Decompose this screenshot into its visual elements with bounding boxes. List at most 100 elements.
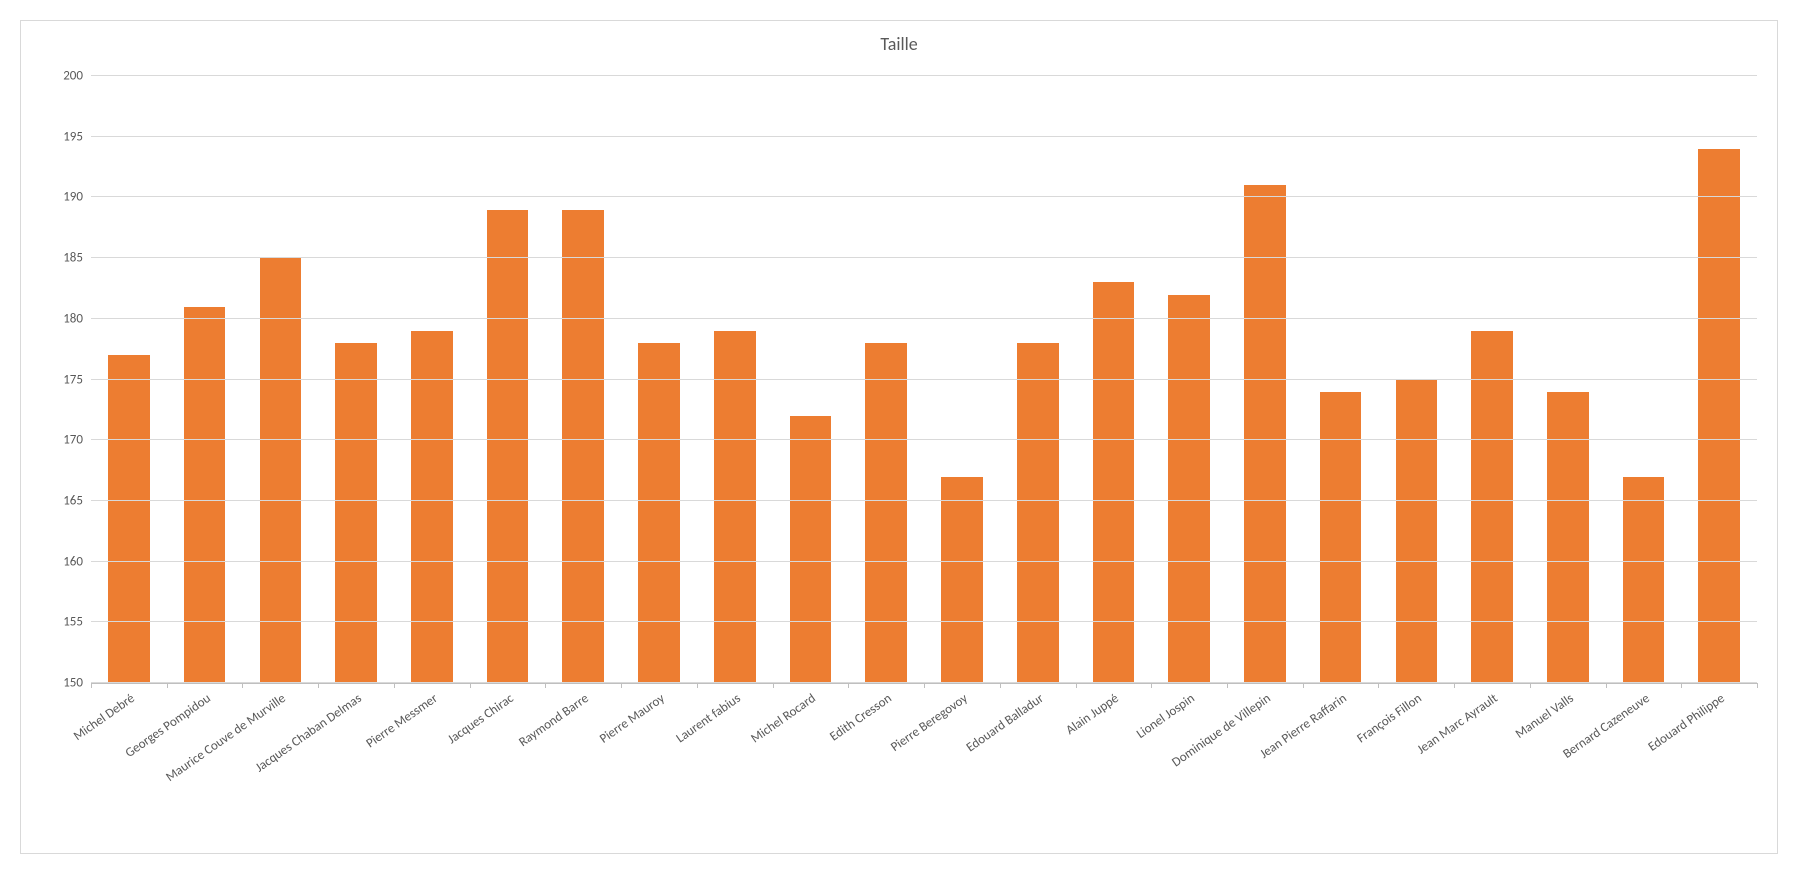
grid-line xyxy=(91,75,1757,76)
bar-slot xyxy=(1378,76,1454,683)
bar xyxy=(865,343,907,683)
y-tick-label: 160 xyxy=(63,554,83,569)
chart-title: Taille xyxy=(21,21,1777,55)
x-tick xyxy=(1606,683,1607,688)
bar xyxy=(1244,185,1286,683)
bars-wrap xyxy=(91,76,1757,683)
grid-line xyxy=(91,136,1757,137)
bar-slot xyxy=(1454,76,1530,683)
x-label-slot: Pierre Beregovoy xyxy=(924,683,1000,853)
x-tick xyxy=(91,683,92,688)
grid-line xyxy=(91,318,1757,319)
bar xyxy=(941,477,983,683)
x-tick xyxy=(1227,683,1228,688)
x-tick xyxy=(848,683,849,688)
y-tick-label: 155 xyxy=(63,615,83,630)
x-tick xyxy=(697,683,698,688)
x-tick xyxy=(1530,683,1531,688)
grid-line xyxy=(91,257,1757,258)
x-tick xyxy=(1681,683,1682,688)
x-label-slot: Dominique de Villepin xyxy=(1227,683,1303,853)
bar-slot xyxy=(1303,76,1379,683)
x-tick xyxy=(242,683,243,688)
bar xyxy=(335,343,377,683)
grid-line xyxy=(91,196,1757,197)
bar-slot xyxy=(1151,76,1227,683)
bar-slot xyxy=(167,76,243,683)
bar xyxy=(184,307,226,683)
x-label-slot: Edouard Balladur xyxy=(1000,683,1076,853)
bar-slot xyxy=(91,76,167,683)
x-tick xyxy=(545,683,546,688)
bar-slot xyxy=(1530,76,1606,683)
x-label-slot: Lionel Jospin xyxy=(1151,683,1227,853)
bar xyxy=(487,210,529,683)
bar xyxy=(1547,392,1589,683)
bar xyxy=(108,355,150,683)
y-tick-label: 175 xyxy=(63,372,83,387)
bar xyxy=(562,210,604,683)
chart-container: Taille 150155160165170175180185190195200… xyxy=(20,20,1778,854)
bar-slot xyxy=(394,76,470,683)
x-tick xyxy=(1151,683,1152,688)
bar-slot xyxy=(697,76,773,683)
bar-slot xyxy=(1000,76,1076,683)
bar xyxy=(1698,149,1740,683)
x-label-slot: Pierre Messmer xyxy=(394,683,470,853)
x-label-slot: Jacques Chaban Delmas xyxy=(318,683,394,853)
y-tick-label: 190 xyxy=(63,190,83,205)
bar-slot xyxy=(1227,76,1303,683)
y-tick-label: 185 xyxy=(63,251,83,266)
bar xyxy=(638,343,680,683)
x-tick xyxy=(1757,683,1758,688)
bar-slot xyxy=(924,76,1000,683)
y-tick-label: 170 xyxy=(63,433,83,448)
grid-line xyxy=(91,379,1757,380)
x-label-slot: Alain Juppé xyxy=(1076,683,1152,853)
x-tick xyxy=(1454,683,1455,688)
bar-slot xyxy=(470,76,546,683)
bar-slot xyxy=(545,76,621,683)
bar xyxy=(714,331,756,683)
x-label-slot: Bernard Cazeneuve xyxy=(1606,683,1682,853)
x-tick xyxy=(621,683,622,688)
bar-slot xyxy=(773,76,849,683)
bar xyxy=(1017,343,1059,683)
grid-line xyxy=(91,621,1757,622)
y-tick-label: 150 xyxy=(63,676,83,691)
x-label-slot: Laurent fabius xyxy=(697,683,773,853)
x-tick xyxy=(167,683,168,688)
bar xyxy=(1168,295,1210,683)
bar xyxy=(1623,477,1665,683)
bar xyxy=(260,258,302,683)
bar-slot xyxy=(1076,76,1152,683)
bar xyxy=(1093,282,1135,683)
bar-slot xyxy=(242,76,318,683)
x-label-slot: Jacques Chirac xyxy=(470,683,546,853)
x-tick xyxy=(1378,683,1379,688)
x-label-slot: Jean Pierre Raffarin xyxy=(1303,683,1379,853)
x-tick xyxy=(924,683,925,688)
x-label-slot: Edouard Philippe xyxy=(1681,683,1757,853)
x-label-slot: Michel Debré xyxy=(91,683,167,853)
x-tick xyxy=(394,683,395,688)
x-tick xyxy=(470,683,471,688)
grid-line xyxy=(91,500,1757,501)
x-tick xyxy=(1076,683,1077,688)
y-tick-label: 165 xyxy=(63,493,83,508)
x-label-slot: Pierre Mauroy xyxy=(621,683,697,853)
x-tick-label: Michel Debré xyxy=(71,691,138,744)
x-label-slot: Michel Rocard xyxy=(773,683,849,853)
x-label-slot: Jean Marc Ayrault xyxy=(1454,683,1530,853)
grid-line xyxy=(91,561,1757,562)
x-label-slot: François Fillon xyxy=(1378,683,1454,853)
bar-slot xyxy=(1606,76,1682,683)
bar-slot xyxy=(621,76,697,683)
bar xyxy=(1471,331,1513,683)
bar-slot xyxy=(1681,76,1757,683)
x-tick xyxy=(1000,683,1001,688)
x-label-slot: Maurice Couve de Murville xyxy=(242,683,318,853)
x-tick xyxy=(1303,683,1304,688)
y-tick-label: 180 xyxy=(63,311,83,326)
x-label-slot: Manuel Valls xyxy=(1530,683,1606,853)
